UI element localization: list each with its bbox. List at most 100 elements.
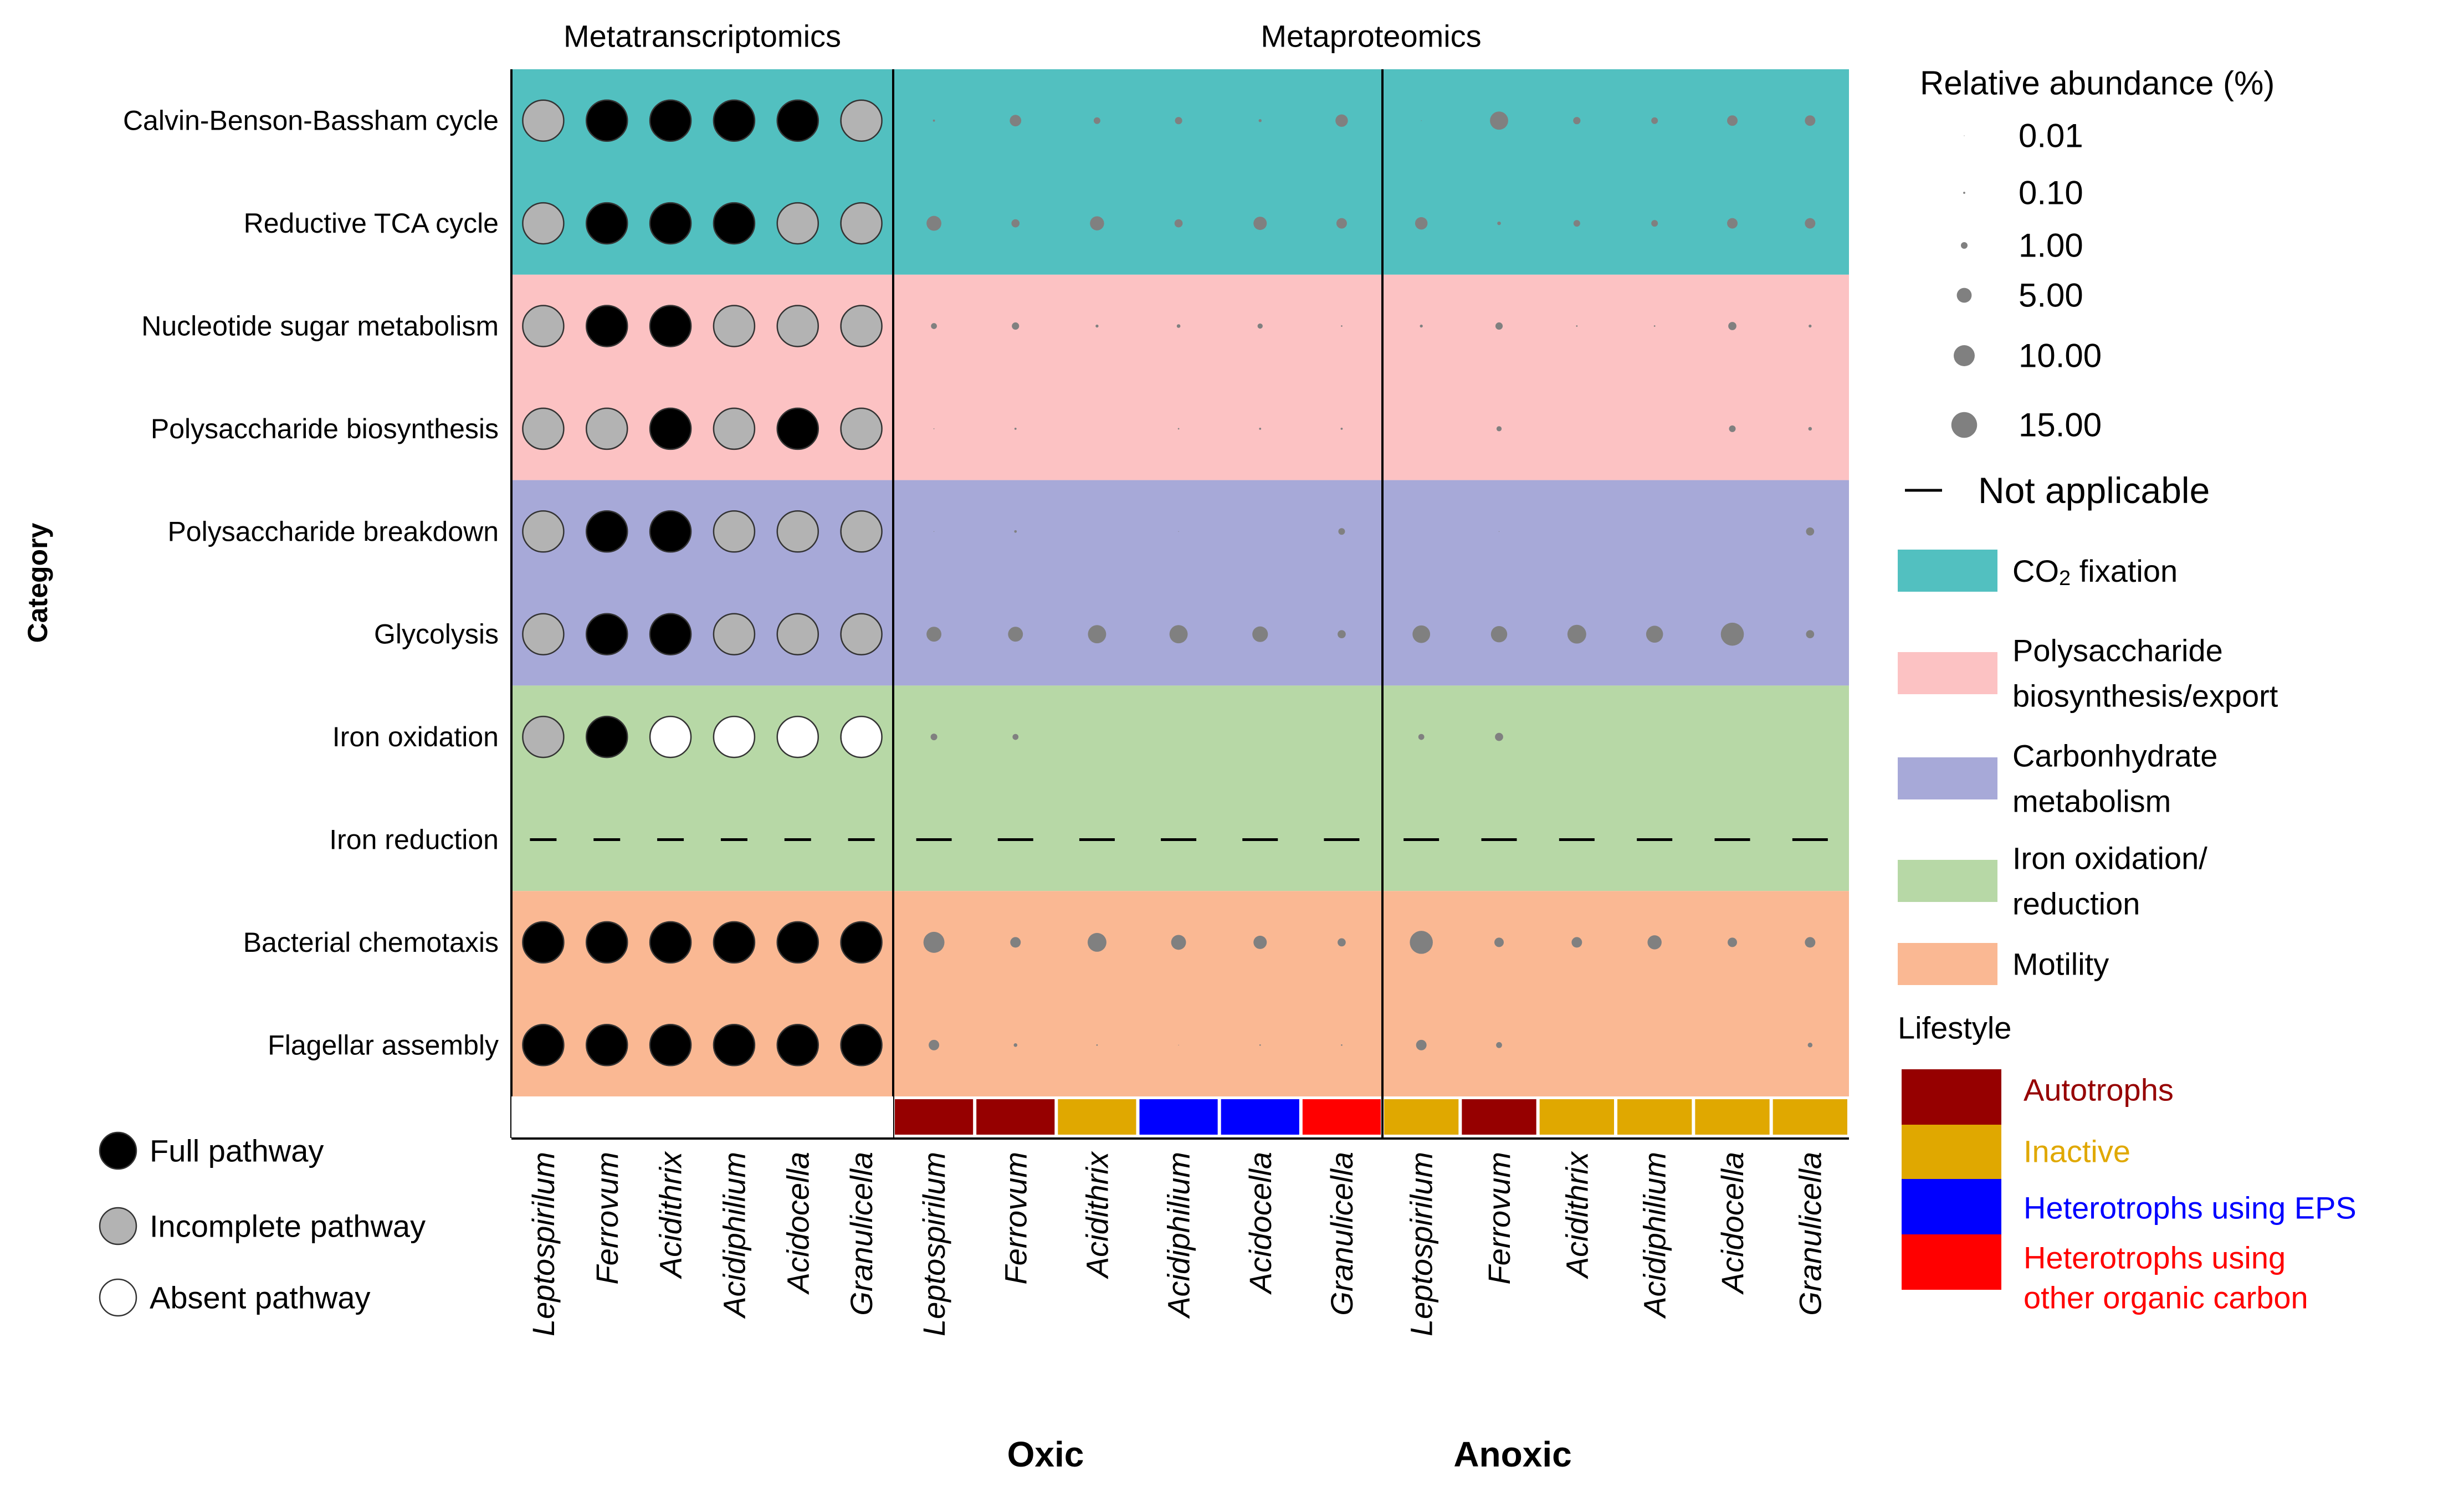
abundance-bubble-oxic (1096, 1044, 1098, 1046)
metatranscriptomics-title: Metatranscriptomics (564, 19, 841, 54)
pathway-dot-incomplete (840, 613, 883, 655)
pathway-dot-incomplete (840, 407, 883, 450)
abundance-bubble-oxic (1175, 117, 1182, 125)
lifestyle-bar-anoxic (1773, 1099, 1847, 1135)
category-legend-label: Iron oxidation/ (2012, 841, 2207, 876)
category-label: Glycolysis (374, 619, 499, 650)
abundance-bubble-anoxic (1495, 322, 1503, 330)
pathway-dot-incomplete (522, 715, 565, 758)
abundance-bubble-oxic (1011, 219, 1020, 228)
pathway-dot-full (586, 510, 628, 553)
category-legend-swatch (1898, 943, 1997, 985)
pathway-dot-incomplete (522, 407, 565, 450)
abundance-bubble-oxic (1095, 324, 1099, 328)
pathway-dot-incomplete (840, 202, 883, 245)
abundance-bubble-oxic (1340, 428, 1343, 430)
size-legend-label: 1.00 (2019, 227, 2083, 264)
category-legend-label: Motility (2012, 947, 2109, 982)
not-applicable-label: Not applicable (1978, 470, 2210, 511)
metaproteomics-title: Metaproteomics (1261, 19, 1481, 54)
y-axis-title: Category (22, 522, 53, 643)
abundance-bubble-anoxic (1495, 732, 1503, 741)
genus-label-anoxic: Acidocella (1715, 1152, 1750, 1295)
pathway-legend-label: Full pathway (150, 1134, 324, 1168)
abundance-bubble-anoxic (1647, 935, 1662, 950)
lifestyle-legend-swatch-inactive (1902, 1125, 2001, 1179)
genus-label-oxic: Acidithrix (1079, 1151, 1114, 1279)
abundance-bubble-anoxic (1727, 115, 1738, 126)
abundance-bubble-anoxic (1805, 115, 1816, 126)
category-label: Calvin-Benson-Bassham cycle (123, 105, 499, 136)
transcriptomics-bottom-strip (511, 1096, 893, 1138)
genus-label-anoxic: Acidithrix (1559, 1151, 1594, 1279)
pathway-dot-incomplete (713, 407, 756, 450)
abundance-bubble-oxic (1090, 216, 1104, 230)
abundance-bubble-oxic (930, 734, 938, 741)
pathway-dot-full (776, 99, 819, 142)
abundance-bubble-anoxic (1494, 937, 1504, 947)
pathway-legend-dot-absent (99, 1278, 137, 1317)
pathway-dot-full (713, 202, 756, 245)
pathway-dot-absent (776, 715, 819, 758)
abundance-bubble-oxic (931, 323, 937, 329)
pathway-dot-full (649, 99, 692, 142)
pathway-dot-incomplete (586, 407, 628, 450)
abundance-bubble-oxic (923, 931, 945, 953)
lifestyle-bar-anoxic (1695, 1099, 1770, 1135)
pathway-dot-incomplete (840, 99, 883, 142)
abundance-bubble-oxic (1259, 428, 1262, 430)
pathway-dot-incomplete (776, 510, 819, 553)
abundance-bubble-oxic (1087, 932, 1107, 952)
abundance-bubble-oxic (1341, 1044, 1343, 1046)
abundance-bubble-anoxic (1490, 111, 1508, 130)
lifestyle-bar-oxic (976, 1099, 1055, 1135)
category-legend-swatch (1898, 550, 1997, 592)
abundance-bubble-oxic (926, 216, 941, 231)
abundance-bubble-anoxic (1651, 117, 1658, 124)
category-label: Flagellar assembly (268, 1029, 499, 1060)
genus-label-anoxic: Granulicella (1792, 1152, 1827, 1316)
category-legend-swatch (1898, 860, 1997, 902)
abundance-bubble-oxic (1093, 117, 1100, 124)
abundance-bubble-oxic (1012, 322, 1020, 330)
pathway-dot-full (840, 921, 883, 964)
pathway-dot-incomplete (713, 613, 756, 655)
abundance-bubble-oxic (1008, 627, 1023, 642)
pathway-dot-incomplete (713, 510, 756, 553)
pathway-dot-incomplete (522, 305, 565, 347)
pathway-dot-incomplete (522, 202, 565, 245)
size-legend-bubble (1961, 242, 1968, 249)
pathway-dot-full (649, 921, 692, 964)
pathway-dot-absent (713, 715, 756, 758)
abundance-bubble-oxic (933, 428, 935, 429)
pathway-dot-full (713, 99, 756, 142)
category-legend-label: reduction (2012, 886, 2140, 921)
pathway-dot-full (649, 613, 692, 655)
pathway-legend-label: Absent pathway (150, 1280, 370, 1315)
pathway-legend-label: Incomplete pathway (150, 1209, 426, 1244)
abundance-bubble-anoxic (1420, 324, 1423, 328)
pathway-dot-full (776, 1024, 819, 1067)
pathway-dot-full (586, 305, 628, 347)
abundance-bubble-oxic (1176, 324, 1181, 328)
lifestyle-bar-oxic (1221, 1099, 1299, 1135)
genus-label-transcriptomics: Ferrovum (590, 1152, 624, 1285)
pathway-dot-incomplete (776, 202, 819, 245)
lifestyle-legend-label: Heterotrophs using EPS (2024, 1191, 2357, 1226)
abundance-bubble-anoxic (1412, 625, 1431, 643)
genus-label-anoxic: Ferrovum (1482, 1152, 1517, 1285)
size-legend-bubble (1963, 192, 1965, 194)
group-label-oxic: Oxic (1007, 1434, 1084, 1474)
lifestyle-legend-label: Inactive (2024, 1134, 2130, 1169)
lifestyle-bar-oxic (1139, 1099, 1218, 1135)
lifestyle-legend-label: Autotrophs (2024, 1073, 2174, 1108)
lifestyle-bar-anoxic (1617, 1099, 1692, 1135)
category-band-3 (511, 685, 1849, 891)
size-legend-label: 0.01 (2019, 117, 2083, 155)
category-legend-label: Carbonhydrate (2012, 739, 2217, 773)
pathway-dot-incomplete (522, 510, 565, 553)
pathway-dot-incomplete (522, 613, 565, 655)
genus-label-oxic: Ferrovum (998, 1152, 1033, 1285)
pathway-dot-incomplete (522, 99, 565, 142)
abundance-bubble-oxic (1177, 428, 1180, 430)
